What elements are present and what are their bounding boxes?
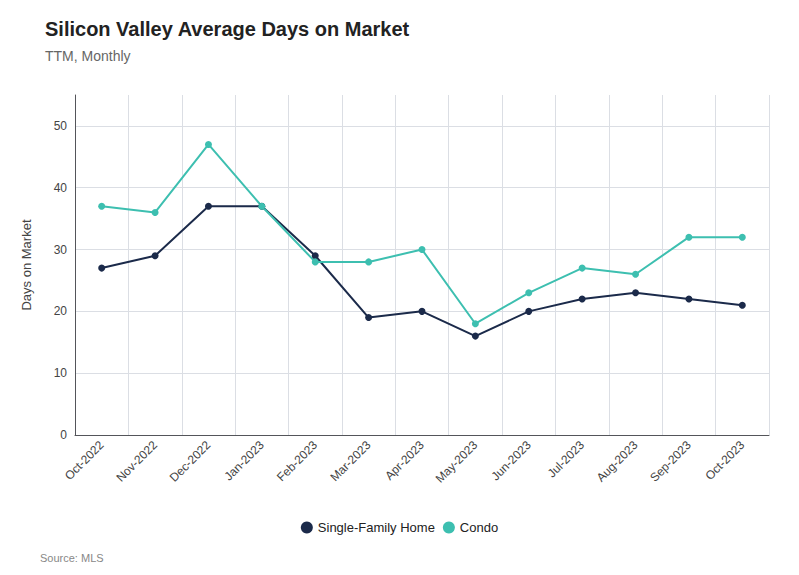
- svg-text:Jul-2023: Jul-2023: [545, 438, 588, 481]
- svg-text:Oct-2023: Oct-2023: [702, 438, 747, 483]
- svg-text:Nov-2022: Nov-2022: [113, 438, 160, 485]
- svg-text:50: 50: [54, 119, 68, 133]
- svg-text:10: 10: [54, 366, 68, 380]
- svg-text:Feb-2023: Feb-2023: [274, 438, 320, 484]
- svg-text:Silicon Valley Average Days on: Silicon Valley Average Days on Market: [45, 18, 410, 40]
- svg-text:Jan-2023: Jan-2023: [222, 438, 267, 483]
- svg-text:Condo: Condo: [460, 520, 498, 535]
- svg-text:Days on Market: Days on Market: [19, 219, 34, 310]
- svg-text:Apr-2023: Apr-2023: [382, 438, 427, 483]
- svg-text:30: 30: [54, 243, 68, 257]
- svg-text:May-2023: May-2023: [433, 438, 481, 486]
- svg-text:Single-Family Home: Single-Family Home: [318, 520, 435, 535]
- svg-text:Mar-2023: Mar-2023: [327, 438, 373, 484]
- svg-text:Dec-2022: Dec-2022: [167, 438, 214, 485]
- svg-text:Sep-2023: Sep-2023: [647, 438, 694, 485]
- svg-text:Jun-2023: Jun-2023: [488, 438, 533, 483]
- svg-text:Source: MLS: Source: MLS: [40, 552, 104, 564]
- svg-text:TTM, Monthly: TTM, Monthly: [45, 48, 131, 64]
- svg-text:Oct-2022: Oct-2022: [62, 438, 107, 483]
- svg-text:40: 40: [54, 181, 68, 195]
- svg-text:Aug-2023: Aug-2023: [594, 438, 641, 485]
- svg-text:20: 20: [54, 304, 68, 318]
- svg-text:0: 0: [60, 428, 67, 442]
